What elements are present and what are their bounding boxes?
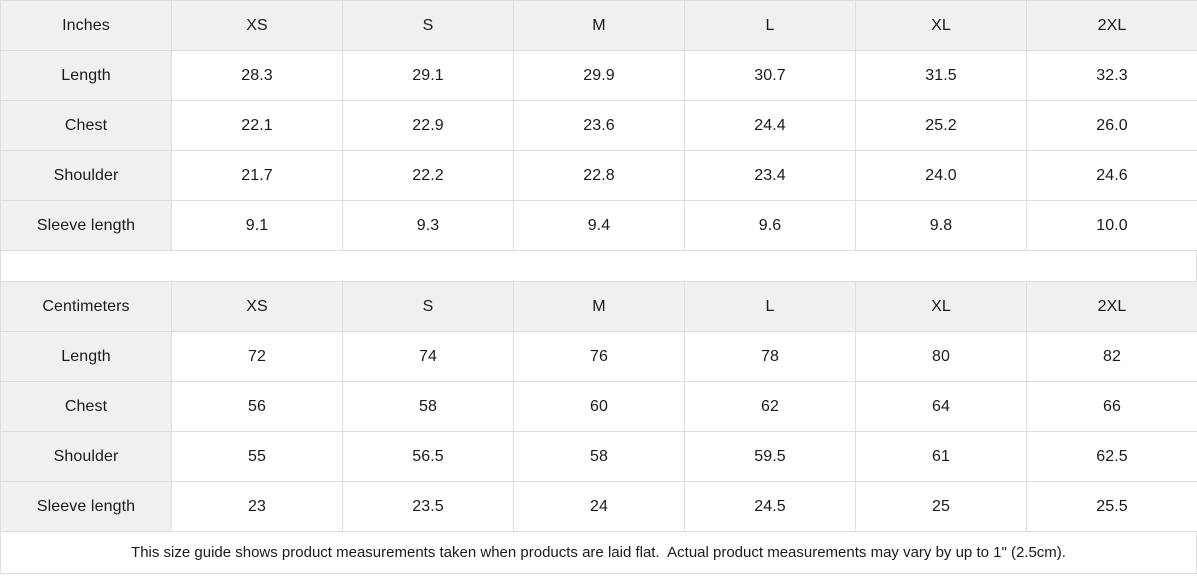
measurement-value-cell: 25 [855,481,1027,532]
measurement-value-cell: 76 [513,331,685,382]
measurement-value-cell: 24.0 [855,150,1027,201]
measurement-value-cell: 23.6 [513,100,685,151]
measurement-value-cell: 25.5 [1026,481,1197,532]
size-header-l: L [684,281,856,332]
measurement-row-label: Length [0,50,172,101]
measurement-row-label: Chest [0,381,172,432]
table-row: Shoulder 55 56.5 58 59.5 61 62.5 [0,431,1197,482]
measurement-value-cell: 32.3 [1026,50,1197,101]
measurement-value-cell: 9.1 [171,200,343,251]
measurement-value-cell: 24.4 [684,100,856,151]
size-header-xs: XS [171,0,343,51]
table-row: Shoulder 21.7 22.2 22.8 23.4 24.0 24.6 [0,150,1197,201]
unit-header-inches: Inches [0,0,172,51]
measurement-value-cell: 61 [855,431,1027,482]
measurement-value-cell: 23.4 [684,150,856,201]
table-row: Length 28.3 29.1 29.9 30.7 31.5 32.3 [0,50,1197,101]
measurement-value-cell: 21.7 [171,150,343,201]
size-guide-note: This size guide shows product measuremen… [131,544,1066,561]
measurement-value-cell: 9.3 [342,200,514,251]
inches-header-row: Inches XS S M L XL 2XL [0,0,1197,51]
measurement-value-cell: 9.6 [684,200,856,251]
measurement-value-cell: 9.8 [855,200,1027,251]
measurement-value-cell: 58 [342,381,514,432]
measurement-value-cell: 62 [684,381,856,432]
unit-header-centimeters: Centimeters [0,281,172,332]
measurement-value-cell: 28.3 [171,50,343,101]
table-row: Sleeve length 23 23.5 24 24.5 25 25.5 [0,481,1197,532]
measurement-value-cell: 10.0 [1026,200,1197,251]
measurement-value-cell: 29.9 [513,50,685,101]
measurement-value-cell: 56.5 [342,431,514,482]
centimeters-size-table: Centimeters XS S M L XL 2XL Length 72 74… [0,281,1197,532]
size-header-2xl: 2XL [1026,0,1197,51]
size-header-xl: XL [855,0,1027,51]
section-gap [0,251,1197,281]
size-header-s: S [342,0,514,51]
measurement-value-cell: 66 [1026,381,1197,432]
measurement-value-cell: 23.5 [342,481,514,532]
measurement-value-cell: 55 [171,431,343,482]
inches-size-table: Inches XS S M L XL 2XL Length 28.3 29.1 … [0,0,1197,251]
measurement-value-cell: 62.5 [1026,431,1197,482]
measurement-value-cell: 59.5 [684,431,856,482]
size-header-xl: XL [855,281,1027,332]
measurement-row-label: Shoulder [0,150,172,201]
table-row: Length 72 74 76 78 80 82 [0,331,1197,382]
measurement-value-cell: 80 [855,331,1027,382]
measurement-value-cell: 78 [684,331,856,382]
measurement-value-cell: 22.9 [342,100,514,151]
measurement-value-cell: 22.2 [342,150,514,201]
size-header-l: L [684,0,856,51]
table-row: Chest 22.1 22.9 23.6 24.4 25.2 26.0 [0,100,1197,151]
size-header-xs: XS [171,281,343,332]
measurement-row-label: Length [0,331,172,382]
size-header-2xl: 2XL [1026,281,1197,332]
measurement-value-cell: 25.2 [855,100,1027,151]
measurement-value-cell: 24.5 [684,481,856,532]
measurement-value-cell: 64 [855,381,1027,432]
measurement-value-cell: 23 [171,481,343,532]
measurement-row-label: Sleeve length [0,481,172,532]
measurement-value-cell: 74 [342,331,514,382]
measurement-value-cell: 26.0 [1026,100,1197,151]
size-header-s: S [342,281,514,332]
measurement-value-cell: 82 [1026,331,1197,382]
measurement-value-cell: 22.8 [513,150,685,201]
measurement-value-cell: 56 [171,381,343,432]
measurement-row-label: Chest [0,100,172,151]
measurement-value-cell: 29.1 [342,50,514,101]
measurement-value-cell: 72 [171,331,343,382]
measurement-row-label: Sleeve length [0,200,172,251]
size-header-m: M [513,281,685,332]
measurement-value-cell: 58 [513,431,685,482]
measurement-value-cell: 24 [513,481,685,532]
measurement-row-label: Shoulder [0,431,172,482]
measurement-value-cell: 31.5 [855,50,1027,101]
measurement-value-cell: 60 [513,381,685,432]
table-row: Sleeve length 9.1 9.3 9.4 9.6 9.8 10.0 [0,200,1197,251]
measurement-value-cell: 24.6 [1026,150,1197,201]
size-guide-footer: This size guide shows product measuremen… [0,532,1197,574]
measurement-value-cell: 30.7 [684,50,856,101]
table-row: Chest 56 58 60 62 64 66 [0,381,1197,432]
size-header-m: M [513,0,685,51]
measurement-value-cell: 22.1 [171,100,343,151]
measurement-value-cell: 9.4 [513,200,685,251]
centimeters-header-row: Centimeters XS S M L XL 2XL [0,281,1197,332]
